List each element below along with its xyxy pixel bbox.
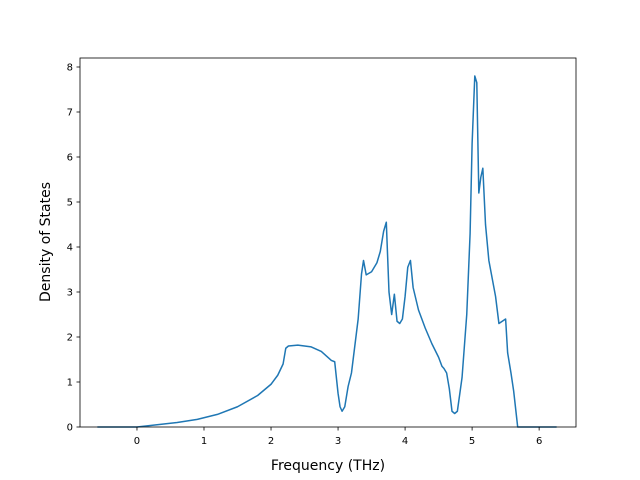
x-tick-label: 0 (134, 436, 140, 447)
axes-frame (79, 57, 577, 428)
y-tick-label: 7 (67, 108, 73, 119)
y-tick-label: 6 (67, 153, 73, 164)
x-tick-label: 4 (402, 436, 408, 447)
y-tick-label: 0 (67, 423, 73, 434)
y-tick-label: 8 (67, 63, 73, 74)
dos-series-line (97, 75, 557, 428)
y-tick-label: 4 (67, 243, 73, 254)
plot-area (97, 75, 557, 428)
x-tick-label: 2 (268, 436, 274, 447)
x-axis-ticks: 0 1 2 3 4 5 6 (134, 427, 542, 447)
x-tick-label: 1 (201, 436, 207, 447)
y-tick-label: 3 (67, 288, 73, 299)
y-tick-label: 5 (67, 198, 73, 209)
y-tick-label: 1 (67, 378, 73, 389)
x-tick-label: 5 (469, 436, 475, 447)
y-axis-label: Density of States (38, 182, 54, 302)
x-axis-label: Frequency (THz) (271, 458, 385, 474)
x-tick-label: 3 (335, 436, 341, 447)
y-axis-ticks: 0 1 2 3 4 5 6 7 8 (67, 63, 80, 434)
x-tick-label: 6 (536, 436, 542, 447)
y-tick-label: 2 (67, 333, 73, 344)
